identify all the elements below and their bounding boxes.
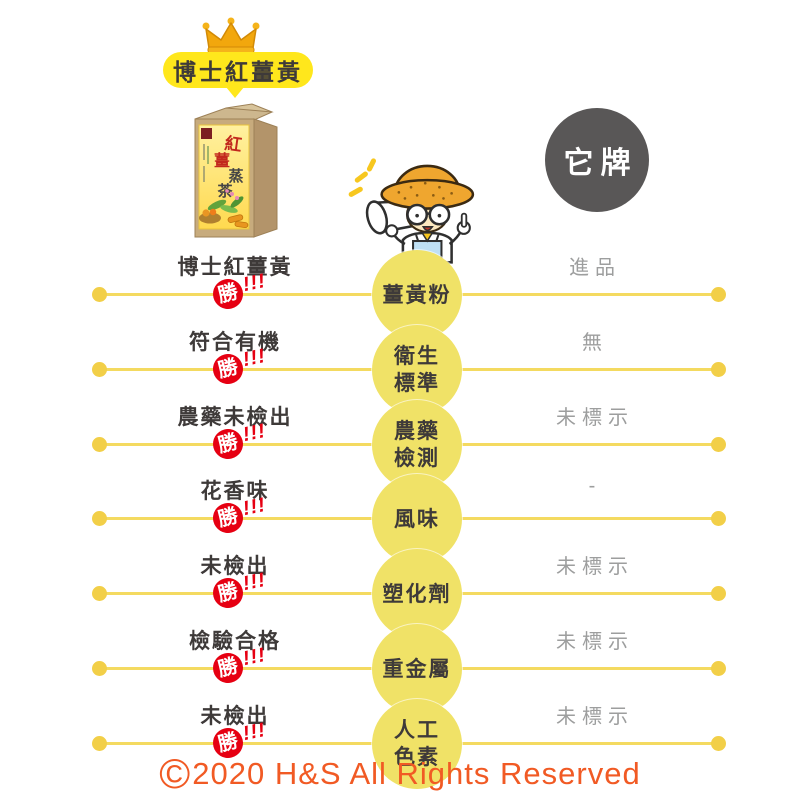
line-dot-right [711, 586, 726, 601]
line-dot-right [711, 661, 726, 676]
category-label: 薑黃粉 [382, 283, 452, 307]
win-stamp-exclaim: !!! [240, 419, 268, 447]
win-stamp-exclaim: !!! [240, 344, 268, 372]
category-label: 塑化劑 [382, 582, 452, 606]
copyright-footer: ©2020 H&S All Rights Reserved [0, 750, 800, 798]
line-dot-right [711, 362, 726, 377]
competitor-value: 未標示 [556, 407, 634, 429]
category-label: 人工 [394, 719, 440, 742]
category-circle: 重金屬 [372, 624, 462, 714]
svg-text:紅: 紅 [223, 133, 243, 155]
win-stamp: 勝 !!! [209, 644, 277, 687]
winner-badge: 博士紅薑黃 [163, 52, 313, 88]
category-label-line2: 檢測 [394, 447, 440, 470]
line-dot-left [92, 736, 107, 751]
category-label: 風味 [394, 507, 440, 531]
line-dot-left [92, 287, 107, 302]
line-dot-right [711, 511, 726, 526]
product-box-image: 紅 薑 蒸 茶 [194, 103, 278, 238]
our-brand-value: 符合有機 [189, 331, 281, 354]
win-stamp: 勝 !!! [209, 420, 277, 463]
win-stamp-exclaim: !!! [240, 269, 268, 297]
win-stamp: 勝 !!! [209, 569, 277, 612]
crown-icon [202, 17, 260, 54]
win-stamp: 勝 !!! [209, 270, 277, 313]
line-dot-right [711, 287, 726, 302]
our-brand-value: 檢驗合格 [189, 630, 281, 653]
competitor-value: 無 [582, 332, 608, 354]
win-stamp: 勝 !!! [209, 494, 277, 537]
win-stamp-seal: 勝 [209, 350, 247, 388]
category-label-line2: 標準 [394, 372, 440, 395]
line-dot-right [711, 437, 726, 452]
competitor-value: 進品 [569, 257, 621, 279]
our-brand-value: 花香味 [200, 480, 270, 503]
win-stamp-exclaim: !!! [240, 568, 268, 596]
win-stamp: 勝 !!! [209, 345, 277, 388]
competitor-badge: 它牌 [545, 108, 649, 212]
line-dot-left [92, 661, 107, 676]
our-brand-value: 未檢出 [200, 705, 270, 728]
our-brand-value: 未檢出 [200, 555, 270, 578]
category-circle: 人工 色素 [372, 699, 462, 789]
win-stamp-seal: 勝 [209, 649, 247, 687]
category-label: 重金屬 [382, 657, 452, 681]
svg-text:薑: 薑 [214, 151, 230, 170]
line-dot-left [92, 362, 107, 377]
competitor-value: - [588, 475, 602, 497]
our-brand-value: 博士紅薑黃 [177, 256, 293, 279]
competitor-value: 未標示 [556, 631, 634, 653]
win-stamp-seal: 勝 [209, 574, 247, 612]
category-label: 衛生 [394, 345, 440, 368]
farmer-girl-with-megaphone-icon [348, 158, 475, 264]
competitor-value: 未標示 [556, 556, 634, 578]
winner-badge-tail [226, 87, 244, 98]
line-dot-left [92, 511, 107, 526]
line-dot-right [711, 736, 726, 751]
our-brand-value: 農藥未檢出 [177, 406, 293, 429]
category-label: 農藥 [394, 420, 440, 443]
category-label-line2: 色素 [394, 746, 440, 769]
svg-text:蒸: 蒸 [228, 167, 243, 185]
copyright-text: 2020 H&S All Rights Reserved [192, 756, 641, 791]
win-stamp-exclaim: !!! [240, 718, 268, 746]
competitor-badge-label: 它牌 [563, 147, 638, 180]
win-stamp-seal: 勝 [209, 425, 247, 463]
win-stamp-seal: 勝 [209, 499, 247, 537]
win-stamp-seal: 勝 [209, 275, 247, 313]
line-dot-left [92, 586, 107, 601]
win-stamp-exclaim: !!! [240, 643, 268, 671]
copyright-symbol: © [159, 750, 192, 797]
winner-badge-label: 博士紅薑黃 [173, 59, 303, 85]
competitor-value: 未標示 [556, 706, 634, 728]
win-stamp-exclaim: !!! [240, 493, 268, 521]
line-dot-left [92, 437, 107, 452]
